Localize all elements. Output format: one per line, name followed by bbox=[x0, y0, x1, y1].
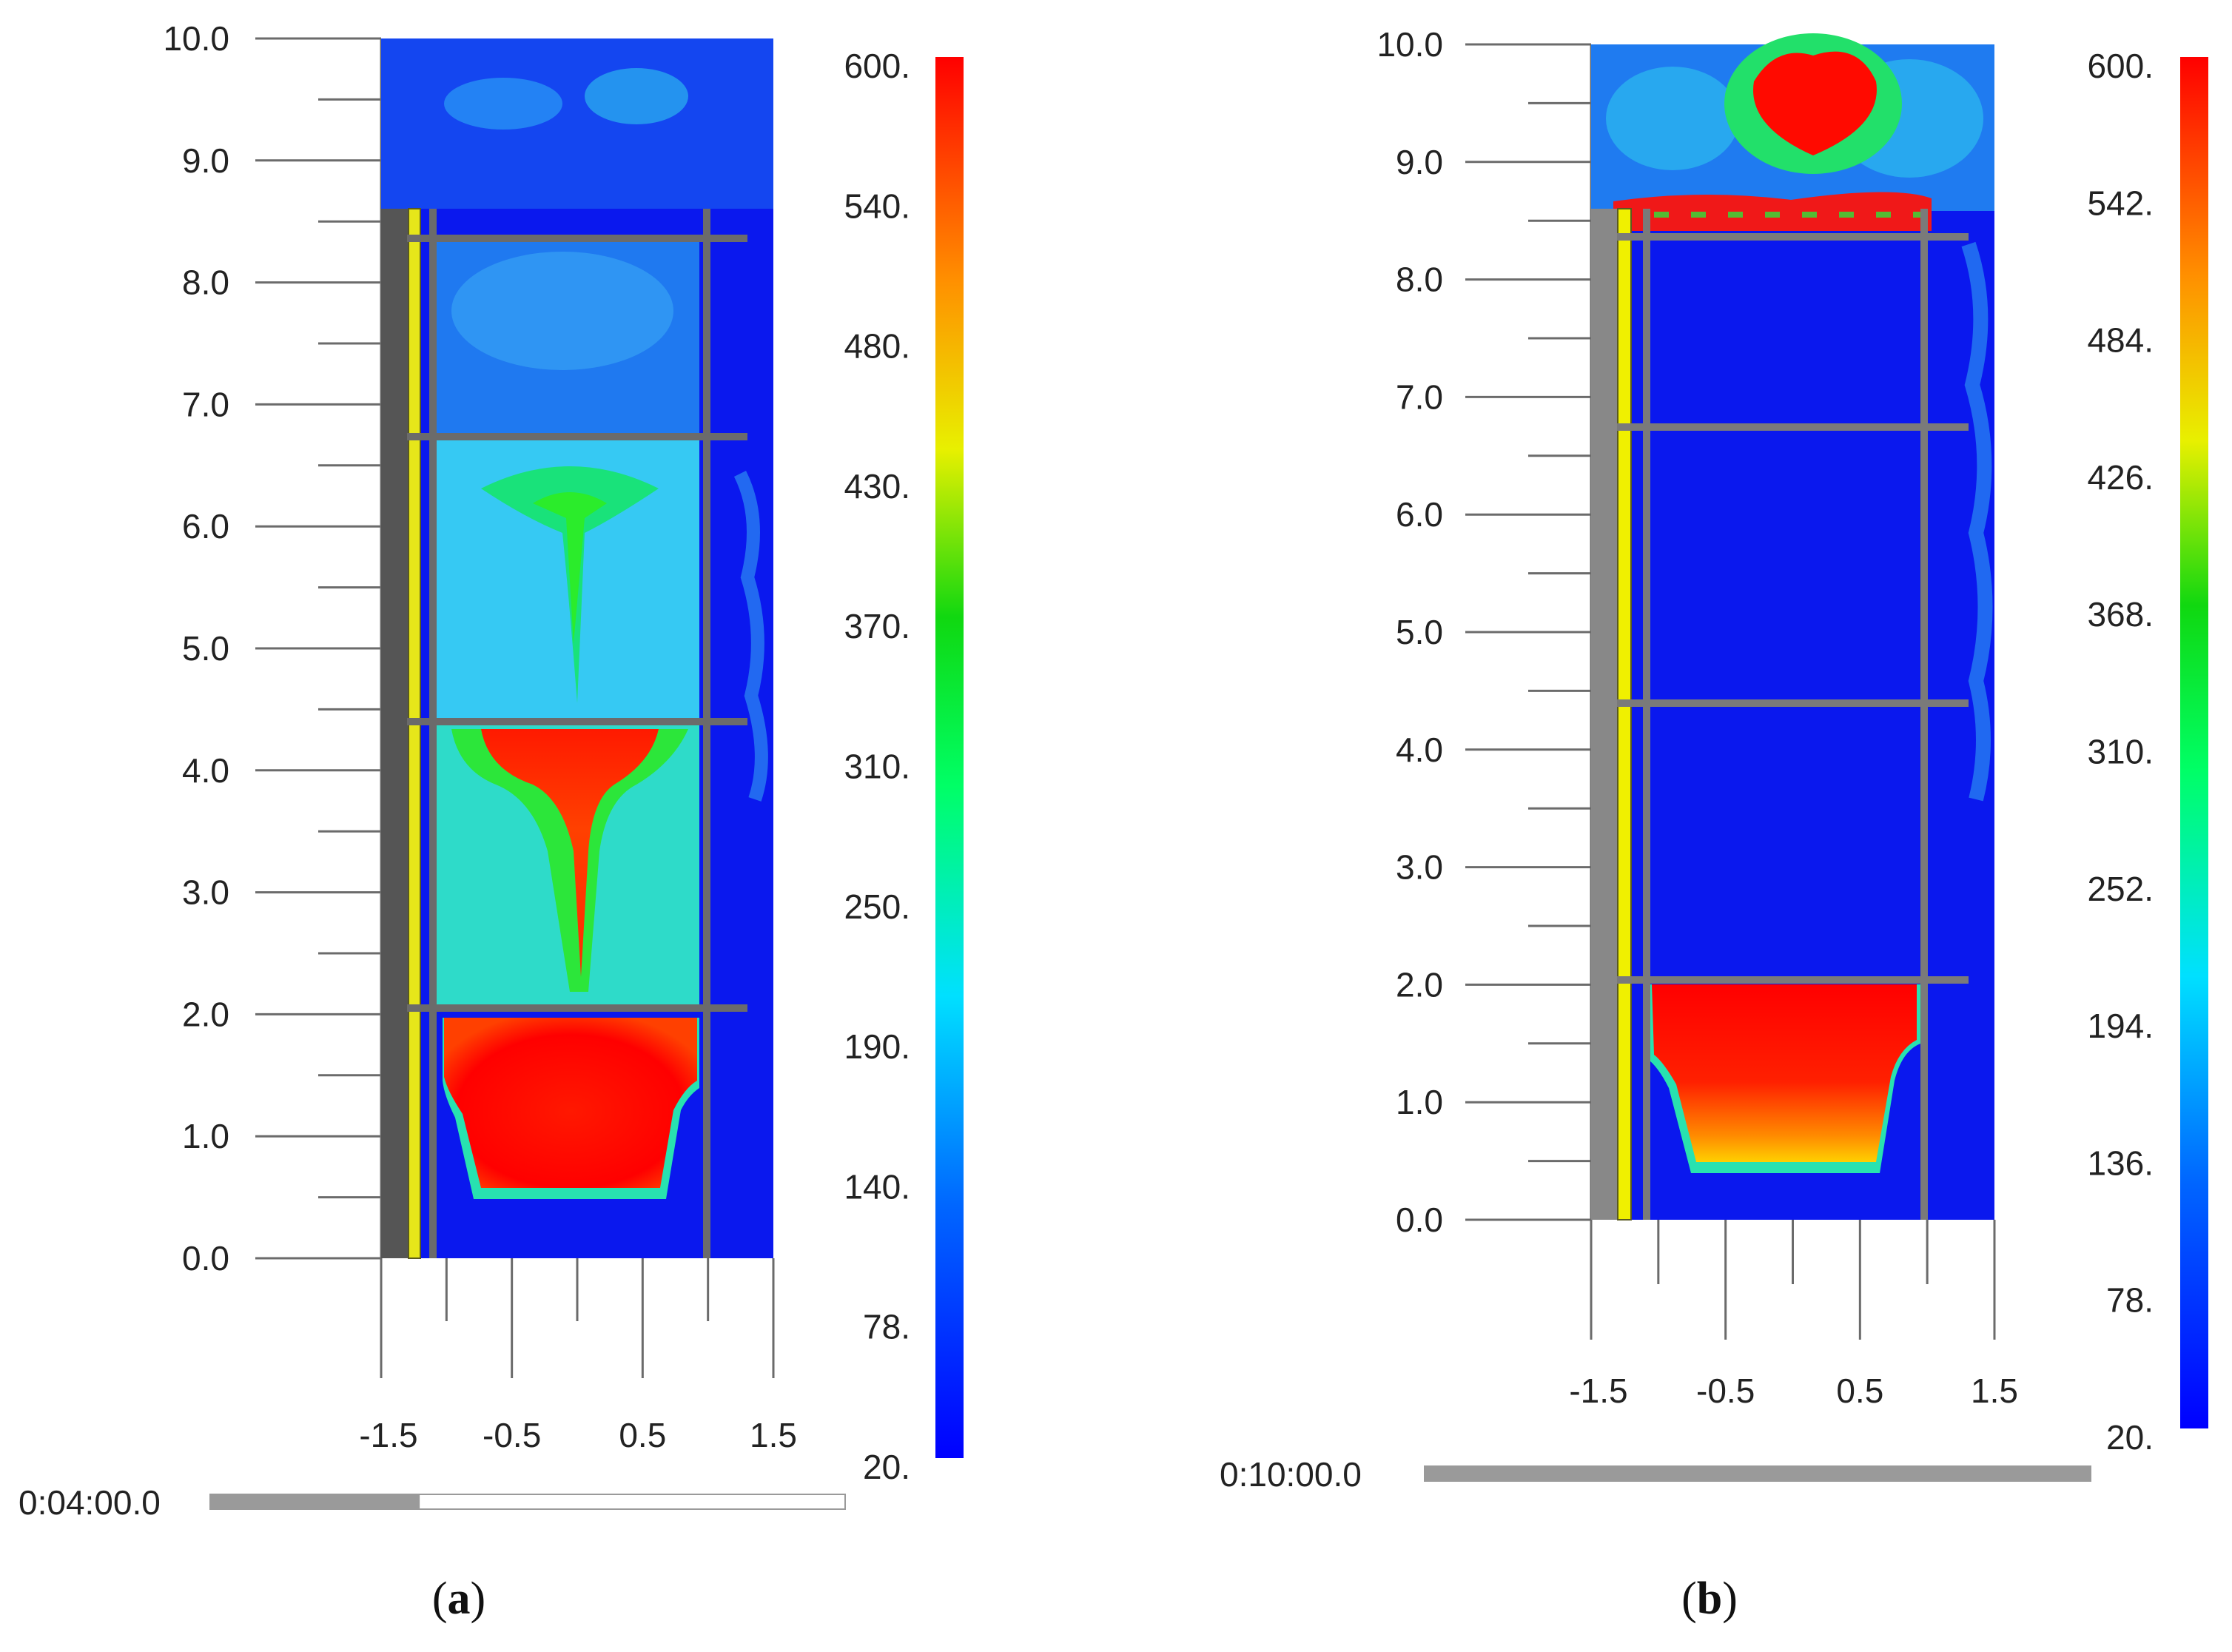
panel-a: 10.0 9.0 8.0 7.0 6.0 5.0 4.0 3.0 2.0 1.0 0.0 bbox=[19, 19, 964, 1624]
time-progress-fill-a bbox=[210, 1494, 420, 1509]
colorbar-tick-labels-a: 600. 540. 480. 430. 370. 310. 250. 190. 140. 78. 2… bbox=[844, 47, 910, 1486]
colorbar-tick-label: 480. bbox=[844, 327, 910, 366]
colorbar-tick-label: 78. bbox=[2106, 1281, 2154, 1320]
time-indicator-a: 0:04:00.0 bbox=[19, 1483, 846, 1522]
colorbar-tick-label: 140. bbox=[844, 1167, 910, 1206]
y-tick-label: 8.0 bbox=[182, 263, 229, 302]
time-indicator-b: 0:10:00.0 bbox=[1220, 1455, 2091, 1494]
y-axis-a: 10.0 9.0 8.0 7.0 6.0 5.0 4.0 3.0 2.0 1.0 0.0 bbox=[163, 19, 383, 1277]
x-tick-label: 0.5 bbox=[1836, 1371, 1883, 1410]
colorbar-tick-label: 370. bbox=[844, 607, 910, 645]
y-axis-b: 10.0 9.0 8.0 7.0 6.0 5.0 4.0 3.0 2.0 1.0 0.0 bbox=[1376, 25, 1593, 1239]
panel-b: 10.0 9.0 8.0 7.0 6.0 5.0 4.0 3.0 2.0 1.0 0.0 bbox=[1220, 25, 2208, 1624]
colorbar-tick-label: 194. bbox=[2087, 1007, 2154, 1045]
y-tick-label: 7.0 bbox=[182, 385, 229, 423]
y-tick-label: 10.0 bbox=[163, 19, 229, 58]
time-label-b: 0:10:00.0 bbox=[1220, 1455, 1362, 1494]
y-tick-label: 8.0 bbox=[1396, 261, 1443, 299]
x-tick-labels-b: -1.5 -0.5 0.5 1.5 bbox=[1569, 1371, 2018, 1410]
y-tick-label: 9.0 bbox=[182, 141, 229, 180]
y-tick-label: 3.0 bbox=[182, 873, 229, 912]
y-tick-label: 4.0 bbox=[182, 751, 229, 790]
x-tick-label: 0.5 bbox=[619, 1416, 666, 1454]
y-tick-label: 4.0 bbox=[1396, 731, 1443, 769]
temperature-field-b bbox=[1591, 33, 1994, 1220]
x-tick-label: -1.5 bbox=[1569, 1371, 1627, 1410]
x-axis-b: -1.5 -0.5 0.5 1.5 bbox=[1569, 1220, 2018, 1410]
colorbar-tick-label: 20. bbox=[863, 1448, 910, 1486]
colorbar-tick-label: 190. bbox=[844, 1027, 910, 1066]
colorbar-tick-label: 540. bbox=[844, 187, 910, 225]
x-tick-label: 1.5 bbox=[1971, 1371, 2018, 1410]
colorbar-tick-labels-b: 600. 542. 484. 426. 368. 310. 252. 194. 136. 78. 2… bbox=[2087, 47, 2154, 1457]
y-tick-label: 2.0 bbox=[1396, 965, 1443, 1004]
x-axis-a: -1.5 -0.5 0.5 1.5 bbox=[359, 1258, 797, 1454]
colorbar-tick-label: 250. bbox=[844, 887, 910, 926]
x-tick-label: -1.5 bbox=[359, 1416, 417, 1454]
y-tick-label: 5.0 bbox=[182, 629, 229, 668]
colorbar-tick-label: 600. bbox=[2087, 47, 2154, 85]
y-tick-label: 0.0 bbox=[1396, 1201, 1443, 1239]
colorbar-tick-label: 136. bbox=[2087, 1144, 2154, 1182]
panel-caption-a: (a) bbox=[432, 1574, 485, 1624]
temperature-field-a bbox=[381, 38, 773, 1258]
y-tick-label: 5.0 bbox=[1396, 613, 1443, 651]
y-tick-label: 7.0 bbox=[1396, 377, 1443, 416]
colorbar-b: 600. 542. 484. 426. 368. 310. 252. 194. 136. 78. 2… bbox=[2087, 47, 2208, 1457]
x-tick-label: -0.5 bbox=[483, 1416, 541, 1454]
colorbar-tick-label: 78. bbox=[863, 1308, 910, 1346]
colorbar-a: 600. 540. 480. 430. 370. 310. 250. 190. 140. 78. 2… bbox=[844, 47, 964, 1486]
y-tick-label: 1.0 bbox=[182, 1117, 229, 1155]
x-tick-label: 1.5 bbox=[750, 1416, 797, 1454]
y-tick-label: 9.0 bbox=[1396, 143, 1443, 181]
y-tick-label: 2.0 bbox=[182, 995, 229, 1033]
colorbar-tick-label: 542. bbox=[2087, 184, 2154, 222]
colorbar-tick-label: 310. bbox=[2087, 733, 2154, 771]
colorbar-tick-label: 368. bbox=[2087, 595, 2154, 634]
y-tick-label: 6.0 bbox=[1396, 495, 1443, 534]
structure-a bbox=[381, 208, 747, 1259]
y-tick-labels-a: 10.0 9.0 8.0 7.0 6.0 5.0 4.0 3.0 2.0 1.0 0.0 bbox=[163, 19, 229, 1277]
time-progress-fill-b bbox=[1425, 1466, 2091, 1481]
time-label-a: 0:04:00.0 bbox=[19, 1483, 161, 1522]
colorbar-tick-label: 20. bbox=[2106, 1418, 2154, 1457]
y-tick-label: 10.0 bbox=[1376, 25, 1443, 64]
colorbar-tick-label: 430. bbox=[844, 467, 910, 506]
colorbar-tick-label: 310. bbox=[844, 748, 910, 786]
colorbar-tick-label: 600. bbox=[844, 47, 910, 85]
y-tick-labels-b: 10.0 9.0 8.0 7.0 6.0 5.0 4.0 3.0 2.0 1.0 0.0 bbox=[1376, 25, 1443, 1239]
colorbar-tick-label: 484. bbox=[2087, 321, 2154, 360]
panel-caption-b: (b) bbox=[1681, 1574, 1738, 1624]
y-tick-label: 0.0 bbox=[182, 1239, 229, 1277]
x-tick-labels-a: -1.5 -0.5 0.5 1.5 bbox=[359, 1416, 797, 1454]
y-tick-label: 6.0 bbox=[182, 507, 229, 545]
x-tick-label: -0.5 bbox=[1696, 1371, 1755, 1410]
colorbar-tick-label: 252. bbox=[2087, 870, 2154, 908]
colorbar-tick-label: 426. bbox=[2087, 458, 2154, 497]
y-tick-label: 1.0 bbox=[1396, 1083, 1443, 1121]
structure-b bbox=[1591, 208, 1969, 1220]
y-tick-label: 3.0 bbox=[1396, 848, 1443, 887]
